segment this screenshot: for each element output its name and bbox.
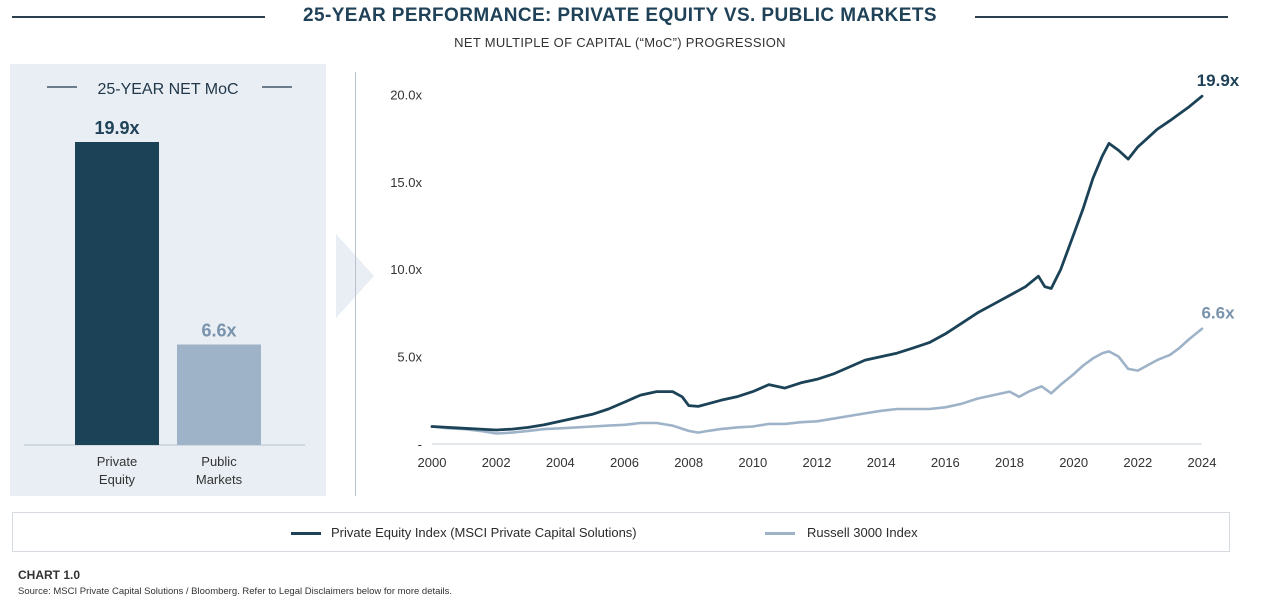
x-tick-label: 2002 (482, 455, 511, 470)
line-russell-3000 (430, 327, 1204, 435)
y-tick-label: 5.0x (397, 350, 422, 365)
x-tick-label: 2020 (1059, 455, 1088, 470)
y-tick-label: 15.0x (390, 175, 422, 190)
bar-category-label: Public (201, 454, 237, 469)
bar-public-markets (177, 344, 261, 445)
y-tick-label: 10.0x (390, 262, 422, 277)
bar-category-label: Equity (99, 472, 136, 487)
y-tick-label: 20.0x (390, 87, 422, 102)
y-tick-label: - (418, 437, 422, 452)
moc-bar-chart: 25-YEAR NET MoC 19.9x Private Equity 6.6x Pub… (24, 81, 305, 487)
x-tick-label: 2024 (1188, 455, 1217, 470)
chart-legend: Private Equity Index (MSCI Private Capit… (12, 512, 1230, 552)
x-tick-label: 2008 (674, 455, 703, 470)
panel-divider (355, 72, 356, 496)
x-tick-label: 2010 (738, 455, 767, 470)
x-tick-label: 2006 (610, 455, 639, 470)
bar-data-label: 19.9x (94, 118, 139, 138)
legend-swatch-russell (765, 532, 795, 535)
bar-private-equity (75, 142, 159, 445)
x-tick-label: 2018 (995, 455, 1024, 470)
source-note: Source: MSCI Private Capital Solutions /… (18, 586, 453, 597)
chart-number-label: CHART 1.0 (18, 568, 81, 582)
legend-label-russell: Russell 3000 Index (807, 525, 918, 540)
legend-label-private-equity: Private Equity Index (MSCI Private Capit… (331, 525, 637, 540)
x-tick-label: 2000 (418, 455, 447, 470)
bar-category-label: Private (97, 454, 137, 469)
x-tick-label: 2016 (931, 455, 960, 470)
legend-swatch-private-equity (291, 532, 321, 535)
bar-chart-title: 25-YEAR NET MoC (97, 81, 238, 98)
x-tick-label: 2022 (1123, 455, 1152, 470)
moc-bar-panel: 25-YEAR NET MoC 19.9x Private Equity 6.6x Pub… (10, 64, 326, 496)
title-rule-right (975, 16, 1228, 18)
line-private-equity (430, 94, 1204, 432)
x-tick-label: 2014 (867, 455, 896, 470)
bar-category-label: Markets (196, 472, 243, 487)
end-value-label: 19.9x (1197, 72, 1240, 90)
page-title: 25-YEAR PERFORMANCE: PRIVATE EQUITY VS. … (303, 5, 937, 26)
moc-line-chart: - 5.0x 10.0x 15.0x 20.0x 2000 2002 2004 2006 2008… (390, 72, 1240, 470)
bar-data-label: 6.6x (201, 321, 236, 341)
x-tick-label: 2004 (546, 455, 575, 470)
page-subtitle: NET MULTIPLE OF CAPITAL (“MoC”) PROGRESS… (454, 35, 786, 50)
title-rule-left (12, 16, 265, 18)
x-tick-label: 2012 (803, 455, 832, 470)
end-value-label: 6.6x (1201, 304, 1235, 323)
